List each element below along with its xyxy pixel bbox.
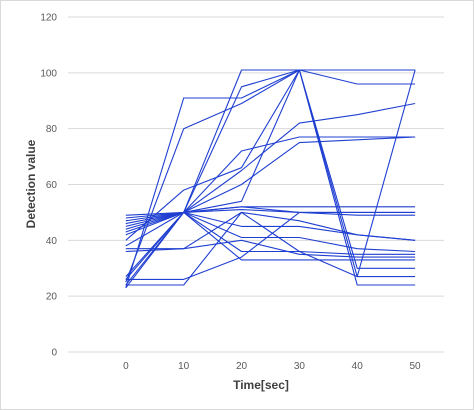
series-line-9 <box>125 69 416 269</box>
x-tick-label: 20 <box>236 361 248 372</box>
series-line-1 <box>125 69 416 288</box>
series-line-2 <box>125 69 416 283</box>
series-line-20 <box>125 239 416 258</box>
x-tick-label: 0 <box>123 361 129 372</box>
y-tick-label: 120 <box>40 13 57 24</box>
series-line-17 <box>125 211 416 261</box>
series-line-19 <box>125 211 416 286</box>
gridlines <box>68 16 444 353</box>
series-line-6 <box>125 136 416 280</box>
y-tick-label: 80 <box>46 124 58 135</box>
y-axis-title: Detection value <box>24 139 38 228</box>
series-line-15 <box>125 211 416 253</box>
series-line-16 <box>125 211 416 255</box>
series-line-3 <box>125 69 416 278</box>
series-line-5 <box>125 69 416 289</box>
x-tick-label: 40 <box>352 361 364 372</box>
x-tick-label: 50 <box>410 361 422 372</box>
y-tick-label: 0 <box>51 348 57 359</box>
y-tick-label: 100 <box>40 68 57 79</box>
y-tick-label: 40 <box>46 236 58 247</box>
x-axis-ticks: 0 10 20 30 40 50 <box>123 361 421 372</box>
x-tick-label: 10 <box>178 361 190 372</box>
series-line-12 <box>125 206 416 216</box>
series-line-18 <box>125 211 416 280</box>
y-tick-label: 20 <box>46 292 58 303</box>
series-lines <box>125 69 416 289</box>
x-tick-label: 30 <box>294 361 306 372</box>
y-axis-ticks: 0 20 40 60 80 100 120 <box>40 13 57 359</box>
y-tick-label: 60 <box>46 180 58 191</box>
x-axis-title: Time[sec] <box>233 378 289 392</box>
series-line-4 <box>125 69 416 286</box>
